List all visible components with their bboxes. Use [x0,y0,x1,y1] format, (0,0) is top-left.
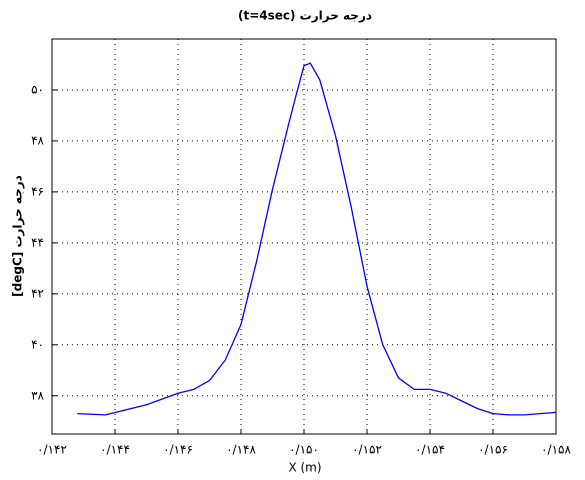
x-tick-label: ۰/۱۵۸ [541,443,571,457]
y-tick-label: ۴۲ [31,286,44,300]
y-tick-label: ۵۰ [31,82,44,96]
y-tick-label: ۴۰ [31,337,44,351]
y-tick-label: ۴۸ [31,133,44,147]
x-tick-label: ۰/۱۵۶ [478,443,508,457]
x-tick-label: ۰/۱۵۰ [289,443,319,457]
plot-frame [51,38,557,435]
x-tick-label: ۰/۱۴۴ [100,443,130,457]
x-tick-label: ۰/۱۴۶ [163,443,193,457]
y-tick-label: ۳۸ [31,388,44,402]
x-tick-label: ۰/۱۵۴ [415,443,445,457]
x-axis-label: X (m) [288,461,321,475]
y-tick-label: ۴۴ [31,235,44,249]
line-series [77,62,557,416]
x-tick-label: ۰/۱۴۸ [226,443,256,457]
x-tick-label: ۰/۱۵۲ [352,443,382,457]
y-tick-label: ۴۶ [31,184,44,198]
chart-title: درجه حرارت (t=4sec) [238,9,372,23]
y-axis-label: درجه حرارت [degC] [11,175,25,297]
x-tick-label: ۰/۱۴۲ [37,443,67,457]
